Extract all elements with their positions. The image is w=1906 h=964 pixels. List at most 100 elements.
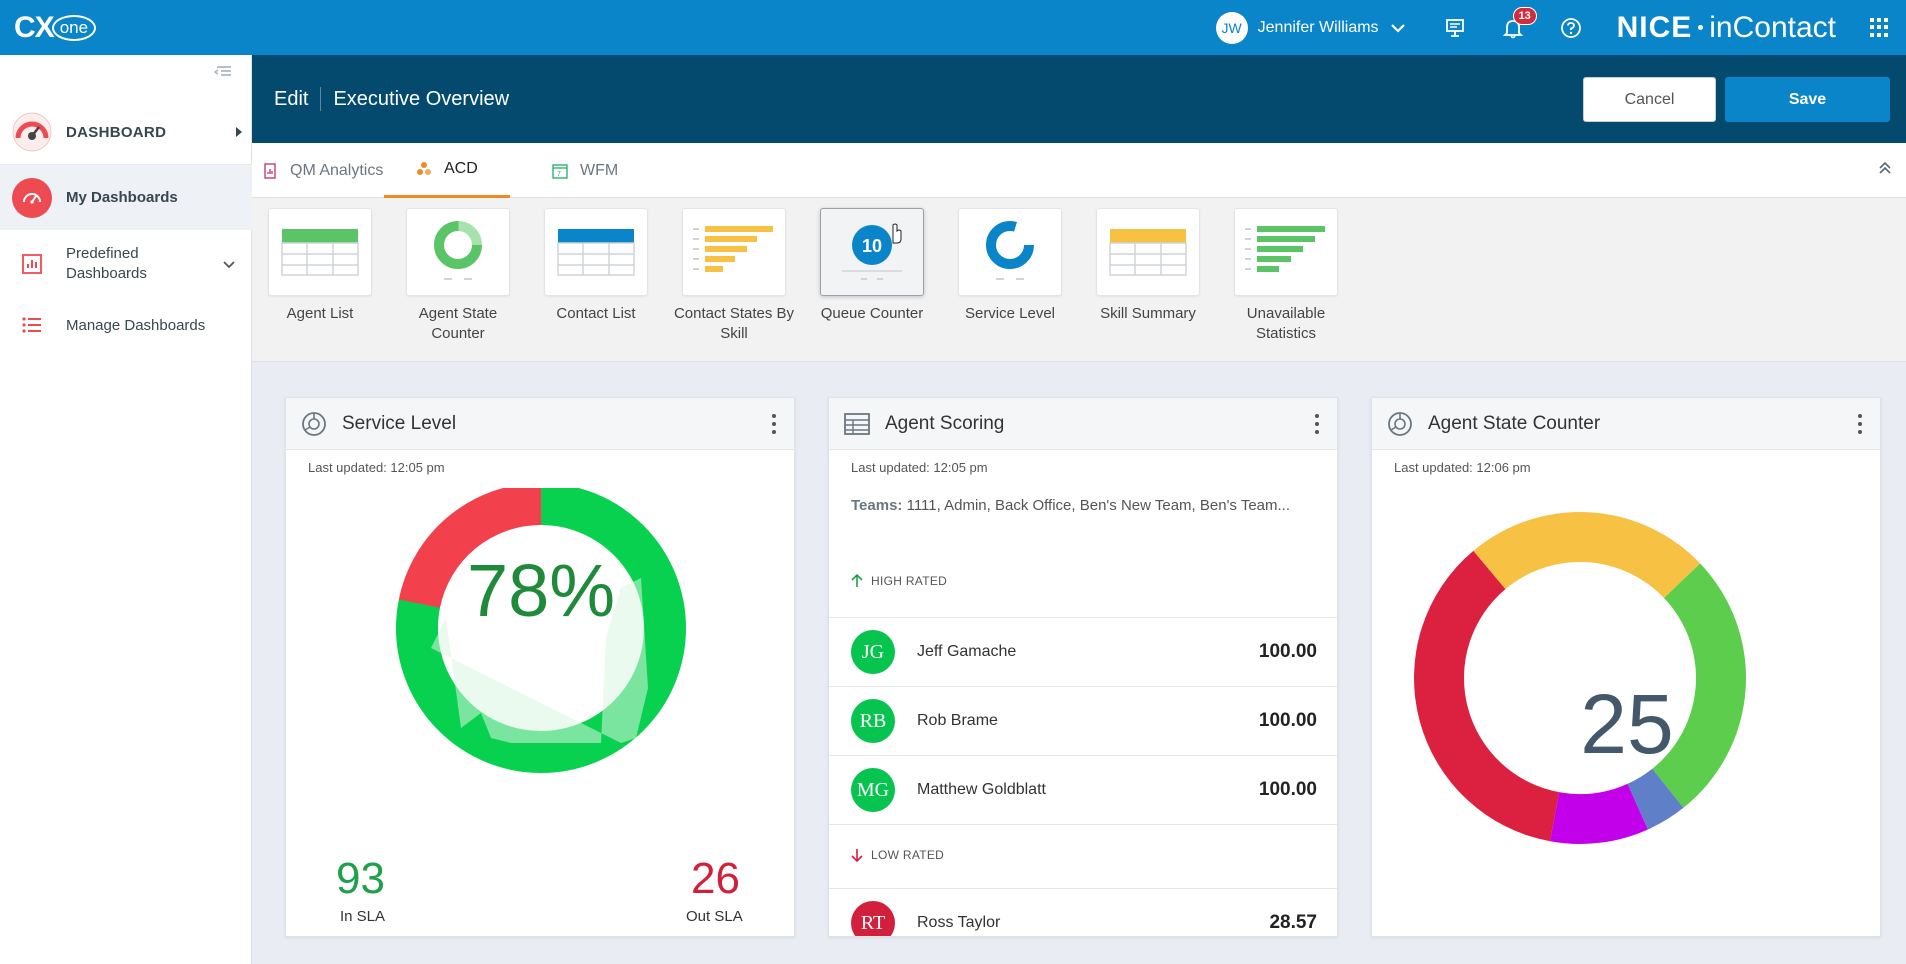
svg-text:7: 7 (557, 171, 561, 178)
widget-label: Skill Summary (1079, 304, 1217, 324)
more-options-icon[interactable] (1858, 414, 1862, 434)
logo-one: one (51, 14, 97, 41)
avatar: JG (851, 630, 895, 674)
nice-incontact-logo: NICE inContact (1617, 11, 1836, 45)
tab-acd[interactable]: ACD (384, 143, 510, 198)
teams-value: 1111, Admin, Back Office, Ben's New Team… (906, 497, 1291, 514)
table-row[interactable]: RB Rob Brame 100.00 (829, 686, 1337, 755)
queue-counter-icon: 10 (820, 208, 924, 296)
sidebar-item-label: My Dashboards (66, 189, 178, 206)
widget-label: Agent List (251, 304, 389, 324)
widget-label-line2: Counter (431, 325, 485, 342)
notification-badge: 13 (1512, 6, 1537, 25)
agent-name: Jeff Gamache (917, 643, 1017, 660)
logo-cx: CX (14, 10, 55, 44)
widget-agent-state-counter[interactable]: Agent State Counter (406, 208, 510, 344)
low-rated-label: LOW RATED (871, 848, 945, 862)
bar-chart-icon (12, 244, 52, 284)
top-bar: CX one JW Jennifer Williams 13 NICE inCo… (0, 0, 1906, 55)
donut-green-icon (406, 208, 510, 296)
in-sla-label: In SLA (340, 908, 386, 925)
agent-state-total: 25 (1580, 677, 1674, 771)
sidebar-item-predefined-dashboards[interactable]: Predefined Dashboards (0, 234, 252, 294)
speedometer-icon (12, 112, 52, 152)
collapse-menu-icon[interactable] (213, 65, 233, 79)
more-options-icon[interactable] (772, 414, 776, 434)
card-header: Agent Scoring (829, 398, 1337, 450)
table-row[interactable]: RT Ross Taylor 28.57 (829, 888, 1337, 936)
save-button[interactable]: Save (1725, 77, 1890, 122)
tab-wfm[interactable]: 7 WFM (552, 143, 618, 198)
last-updated: Last updated: 12:05 pm (308, 460, 445, 475)
widget-label-line2: Skill (720, 325, 748, 342)
agent-score: 100.00 (1258, 779, 1317, 800)
card-header: Service Level (286, 398, 794, 450)
dashboard-canvas: Service Level Last updated: 12:05 pm 78%… (252, 362, 1906, 964)
caret-right-icon (236, 127, 242, 137)
widget-unavailable-statistics[interactable]: Unavailable Statistics (1234, 208, 1338, 344)
row-divider (829, 824, 1337, 834)
widget-label-line1: Unavailable (1246, 305, 1326, 322)
widget-agent-list[interactable]: Agent List (268, 208, 372, 324)
presentation-icon[interactable] (1443, 16, 1467, 40)
agent-score: 28.57 (1269, 912, 1317, 933)
tab-qm-analytics[interactable]: QM Analytics (262, 143, 383, 198)
widget-label: Contact List (527, 304, 665, 324)
bell-icon[interactable]: 13 (1501, 6, 1537, 40)
widget-label: Contact States By Skill (665, 304, 803, 344)
widget-label-line1: Skill Summary (1100, 305, 1196, 322)
cxone-logo[interactable]: CX one (14, 10, 97, 45)
edit-label: Edit (274, 87, 322, 111)
chevron-down-icon (223, 261, 235, 269)
predefined-line1: Predefined (66, 245, 139, 262)
out-sla-label: Out SLA (686, 908, 743, 925)
tab-label: WFM (580, 161, 619, 179)
sidebar-item-dashboard[interactable]: DASHBOARD (0, 100, 252, 165)
page-title[interactable]: Executive Overview (333, 87, 510, 110)
help-icon[interactable] (1559, 16, 1583, 40)
app-grid-icon[interactable] (1870, 17, 1890, 38)
high-rated-header: HIGH RATED (851, 574, 947, 588)
widget-label-line1: Agent State (418, 305, 498, 322)
card-title: Agent Scoring (885, 412, 1005, 434)
agent-state-donut (1414, 512, 1746, 844)
bar-yellow-icon (682, 208, 786, 296)
table-row[interactable]: JG Jeff Gamache 100.00 (829, 617, 1337, 686)
widget-label-line1: Agent List (286, 305, 354, 322)
donut-slice-2[interactable] (1627, 768, 1684, 830)
widget-service-level[interactable]: Service Level (958, 208, 1062, 324)
arrow-down-icon (851, 849, 863, 862)
trend-sparkline (431, 578, 648, 743)
donut-slice-4[interactable] (1414, 550, 1560, 842)
high-rated-label: HIGH RATED (871, 574, 948, 588)
donut-slice-1[interactable] (1652, 563, 1746, 808)
service-level-card: Service Level Last updated: 12:05 pm 78%… (285, 397, 795, 937)
last-updated: Last updated: 12:05 pm (851, 460, 988, 475)
user-menu[interactable]: JW Jennifer Williams (1215, 11, 1407, 44)
more-options-icon[interactable] (1315, 414, 1319, 434)
sidebar: DASHBOARD My Dashboards Predefined Dashb… (0, 55, 252, 964)
cancel-button[interactable]: Cancel (1583, 77, 1716, 122)
sidebar-item-manage-dashboards[interactable]: Manage Dashboards (0, 300, 252, 350)
widget-queue-counter[interactable]: 10 Queue Counter (820, 208, 924, 324)
brand-dot (1698, 25, 1704, 30)
list-icon (12, 305, 52, 345)
donut-slice-3[interactable] (1550, 783, 1648, 844)
widget-contact-states-by-skill[interactable]: Contact States By Skill (674, 208, 794, 344)
widget-skill-summary[interactable]: Skill Summary (1096, 208, 1200, 324)
tab-label: ACD (444, 160, 478, 177)
chevron-down-icon (1390, 23, 1405, 33)
table-row[interactable]: MG Matthew Goldblatt 100.00 (829, 755, 1337, 824)
agent-name: Ross Taylor (917, 914, 1001, 931)
acd-icon (417, 162, 431, 175)
arrow-up-icon (851, 574, 863, 587)
donut-slice-0[interactable] (1473, 512, 1701, 599)
out-sla-value: 26 (691, 854, 740, 903)
widget-contact-list[interactable]: Contact List (544, 208, 648, 324)
gauge-icon (12, 177, 52, 218)
bar-green-icon (1234, 208, 1338, 296)
card-title: Agent State Counter (1428, 412, 1601, 434)
sidebar-item-my-dashboards[interactable]: My Dashboards (0, 165, 252, 230)
chevron-up-icon[interactable] (1876, 159, 1894, 177)
widget-label: Agent State Counter (389, 304, 527, 344)
